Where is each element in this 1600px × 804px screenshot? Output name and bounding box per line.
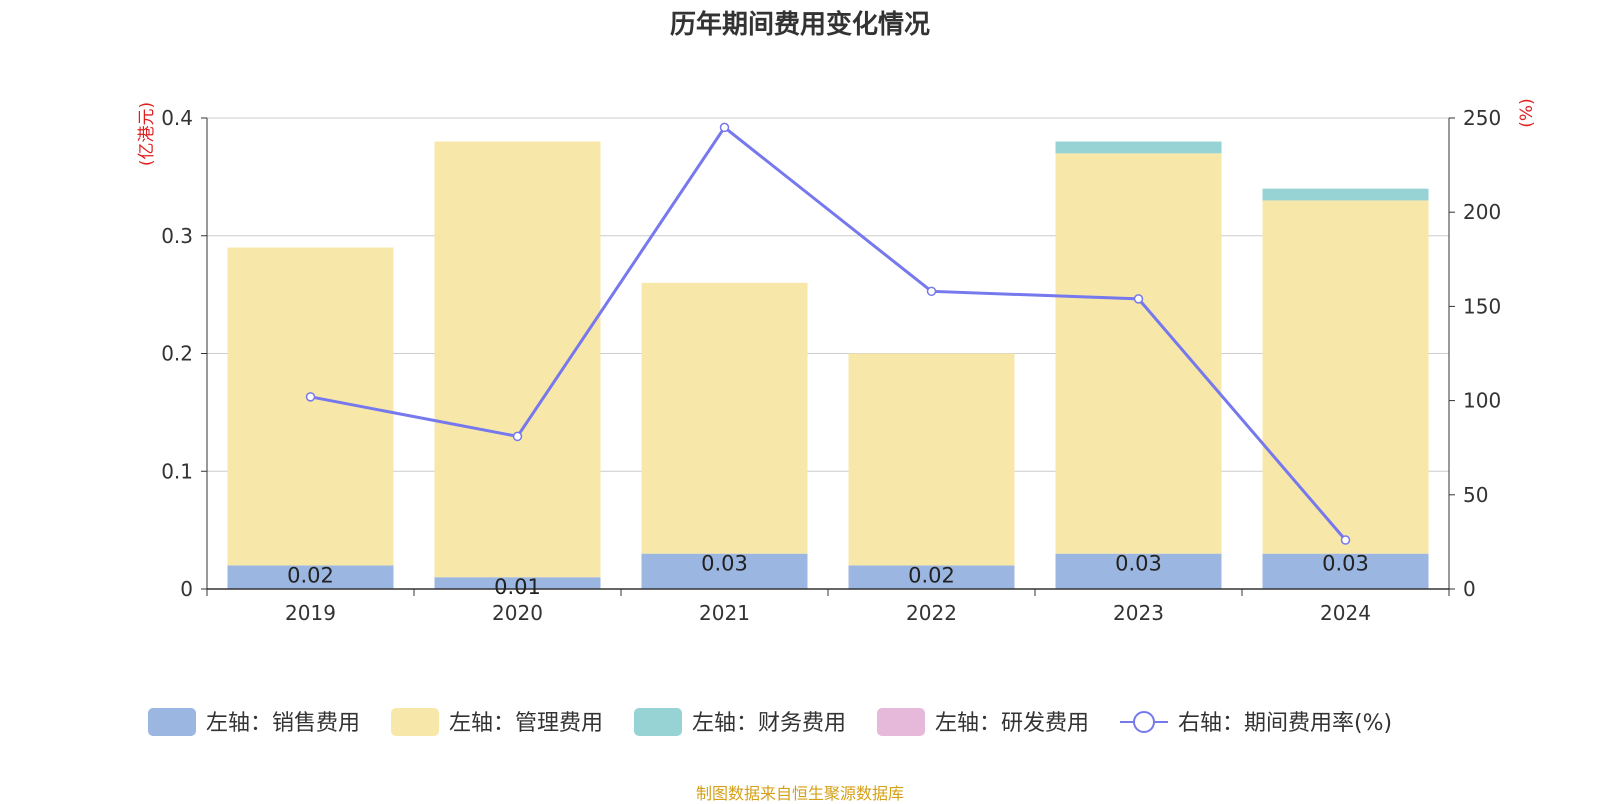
bar-data-label: 0.02	[908, 563, 955, 587]
legend-swatch	[391, 708, 439, 736]
source-note: 制图数据来自恒生聚源数据库	[695, 784, 904, 803]
left-axis-tick-label: 0.1	[161, 459, 193, 483]
x-axis-tick-label: 2020	[492, 601, 543, 625]
legend-marker	[1133, 711, 1155, 733]
rate-line-point	[926, 286, 937, 297]
rate-line-point	[1340, 535, 1351, 545]
rate-line-point	[1133, 294, 1144, 304]
bar-segment	[641, 282, 808, 554]
right-axis-tick-label: 100	[1463, 389, 1501, 413]
left-axis-tick-label: 0.3	[161, 224, 193, 248]
right-axis-tick-label: 50	[1463, 483, 1488, 507]
legend-swatch	[148, 708, 196, 736]
x-axis-tick-label: 2021	[699, 601, 750, 625]
bar-data-label: 0.03	[1322, 552, 1369, 576]
rate-line-point	[305, 392, 316, 402]
left-axis-tick-label: 0	[180, 577, 193, 601]
legend-label: 左轴：财务费用	[692, 711, 846, 736]
right-axis-unit-label: (%)	[1517, 98, 1537, 127]
legend-swatch	[634, 708, 682, 736]
bar-segment	[1055, 141, 1222, 154]
x-axis-tick-label: 2024	[1320, 601, 1371, 625]
x-axis-tick-label: 2022	[906, 601, 957, 625]
bar-segment	[848, 353, 1015, 566]
bar-segment	[227, 565, 394, 589]
rate-line-point	[719, 122, 730, 133]
left-axis-tick-label: 0.2	[161, 342, 193, 366]
legend-swatch	[877, 708, 925, 736]
bar-segment	[848, 565, 1015, 589]
bar-segment	[1262, 188, 1429, 201]
bar-segment	[1055, 553, 1222, 589]
bar-segment	[1055, 153, 1222, 554]
rate-line-point	[512, 431, 523, 442]
legend-label: 左轴：管理费用	[449, 711, 603, 736]
rate-line	[310, 125, 1347, 541]
x-axis-tick-label: 2023	[1113, 601, 1164, 625]
right-axis-tick-label: 150	[1463, 294, 1501, 318]
bar-data-label: 0.03	[701, 552, 748, 576]
x-axis-tick-label: 2019	[285, 601, 336, 625]
bar-data-label: 0.01	[494, 575, 541, 599]
right-axis-tick-label: 200	[1463, 200, 1501, 224]
bar-segment	[1262, 200, 1429, 554]
right-axis-tick-label: 0	[1463, 577, 1476, 601]
bar-data-label: 0.03	[1115, 552, 1162, 576]
left-axis-tick-label: 0.4	[161, 106, 193, 130]
bar-segment	[1262, 553, 1429, 589]
legend-label: 左轴：研发费用	[935, 711, 1089, 736]
bar-data-label: 0.02	[287, 563, 334, 587]
bar-segment	[434, 141, 601, 578]
left-axis-unit-label: (亿港元)	[137, 102, 157, 166]
chart-title: 历年期间费用变化情况	[669, 10, 930, 40]
right-axis-tick-label: 250	[1463, 106, 1501, 130]
legend-label: 左轴：销售费用	[206, 711, 360, 736]
bar-segment	[641, 553, 808, 589]
legend-label: 右轴：期间费用率(%)	[1178, 711, 1392, 736]
bar-segment	[434, 577, 601, 589]
